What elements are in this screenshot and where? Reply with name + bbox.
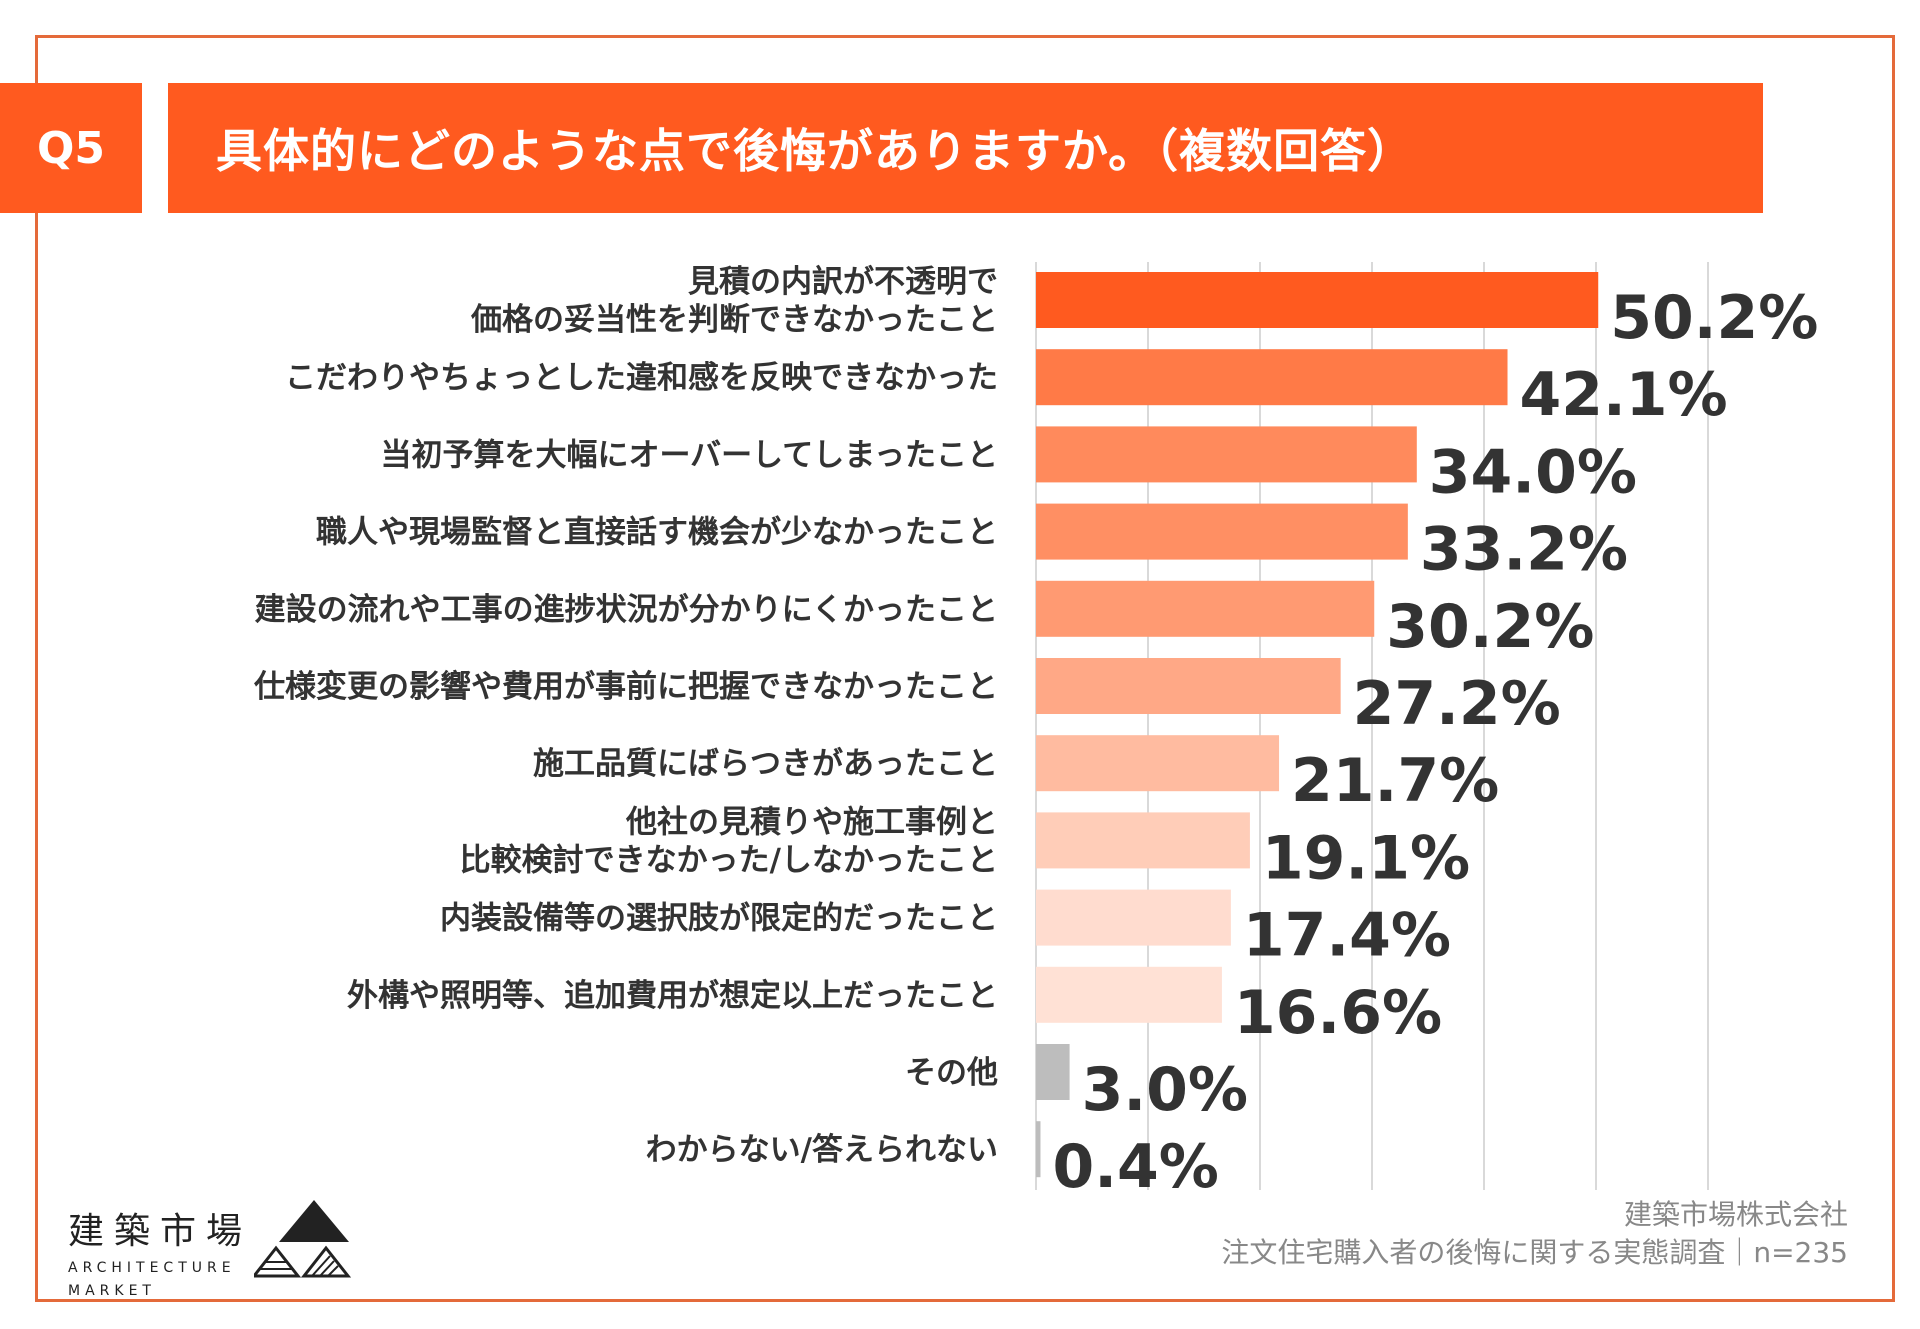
bar [1036,1121,1041,1178]
category-label: その他 [905,1055,998,1091]
category-label: わからない/答えられない [646,1132,998,1168]
bar [1036,1044,1070,1100]
data-label: 33.2% [1420,515,1628,585]
footer-survey: 注文住宅購入者の後悔に関する実態調査｜n=235 [1221,1236,1848,1269]
data-label: 27.2% [1353,669,1561,739]
footer: 建築市場株式会社 注文住宅購入者の後悔に関する実態調査｜n=235 [1221,1196,1848,1272]
category-label: こだわりやちょっとした違和感を反映できなかった [285,360,998,396]
bar [1036,272,1599,328]
bar [1036,889,1231,946]
data-label: 50.2% [1610,283,1818,353]
question-number: Q5 [0,83,142,213]
category-label: 施工品質にばらつきがあったこと [533,746,998,782]
logo-triangle-icon [254,1200,352,1278]
bar [1036,503,1408,560]
bar [1036,812,1250,869]
data-label: 42.1% [1520,360,1728,430]
data-label: 34.0% [1429,437,1637,507]
bar [1036,349,1508,406]
data-label: 17.4% [1243,901,1451,971]
company-logo: 建築市場 ARCHITECTURE MARKET [68,1202,252,1300]
category-label: 建設の流れや工事の進捗状況が分かりにくかったこと [255,592,998,628]
logo-name-jp: 建築市場 [68,1211,253,1252]
question-title: 具体的にどのような点で後悔がありますか。（複数回答） [168,83,1763,213]
bar [1036,735,1280,792]
data-label: 0.4% [1052,1132,1218,1202]
category-label: 見積の内訳が不透明で [688,264,998,300]
bar [1036,966,1222,1023]
bar [1036,426,1417,483]
category-label: 他社の見積りや施工事例と [625,804,998,840]
data-label: 16.6% [1234,978,1442,1048]
data-label: 30.2% [1386,592,1594,662]
outer-frame [35,35,1895,1302]
bar [1036,658,1341,714]
category-label: 仕様変更の影響や費用が事前に把握できなかったこと [254,669,998,705]
footer-company: 建築市場株式会社 [1623,1198,1848,1231]
category-label: 外構や照明等、追加費用が想定以上だったこと [347,978,998,1014]
category-label: 当初予算を大幅にオーバーしてしまったこと [380,437,998,473]
logo-name-en-line2: MARKET [68,1283,156,1299]
data-label: 19.1% [1262,823,1470,893]
category-label: 職人や現場監督と直接話す機会が少なかったこと [316,515,998,551]
bar [1036,580,1375,637]
logo-name-en-line1: ARCHITECTURE [68,1260,236,1276]
category-label: 比較検討できなかった/しなかったこと [460,842,998,878]
category-label: 内装設備等の選択肢が限定的だったこと [440,901,998,937]
data-label: 3.0% [1082,1055,1248,1125]
data-label: 21.7% [1291,746,1499,816]
category-label: 価格の妥当性を判断できなかったこと [470,302,998,338]
